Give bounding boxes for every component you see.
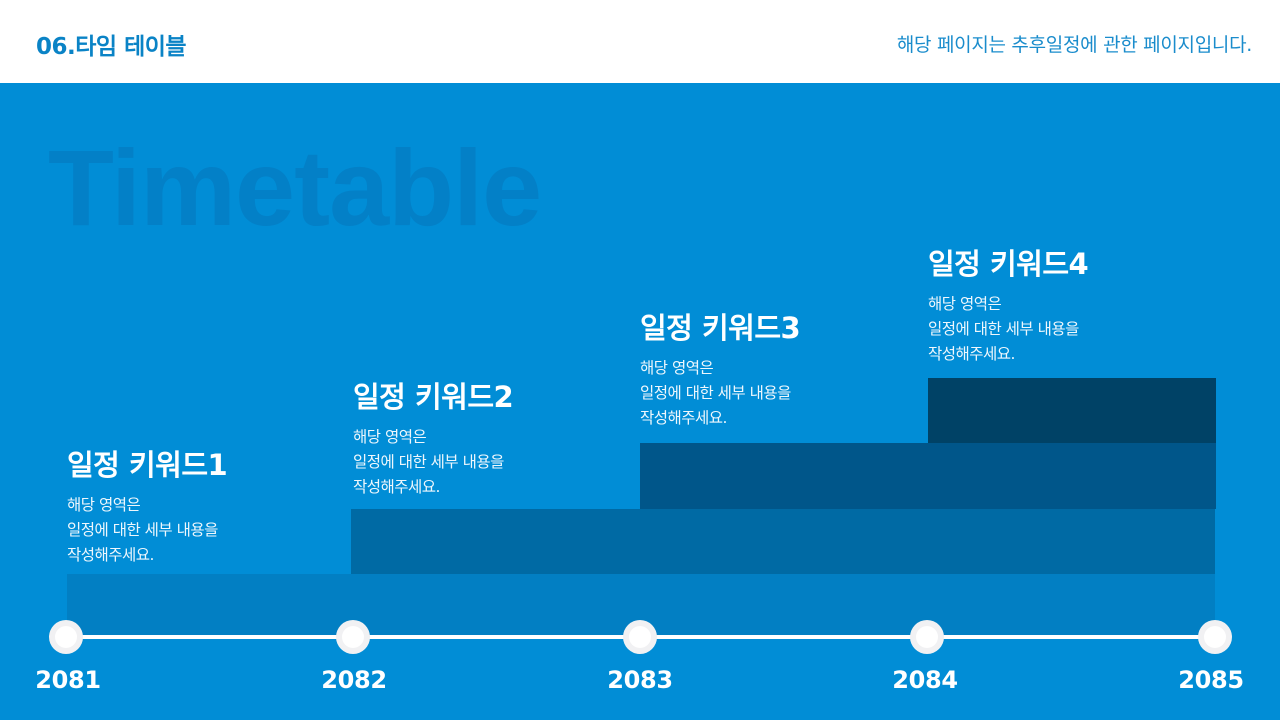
timeline-dot-2082 [336,620,370,654]
year-label: 2084 [892,666,958,694]
page-title: 06.타임 테이블 [36,34,187,60]
timeline-dot-2083 [623,620,657,654]
step-title: 일정 키워드1 [67,448,228,482]
year-label: 2083 [607,666,673,694]
dot-center [629,626,651,648]
timeline-dot-2084 [910,620,944,654]
step-description: 해당 영역은 일정에 대한 세부 내용을 작성해주세요. [67,496,218,564]
step-2: 일정 키워드2 해당 영역은 일정에 대한 세부 내용을 작성해주세요. [353,379,514,500]
step-3: 일정 키워드3 해당 영역은 일정에 대한 세부 내용을 작성해주세요. [640,310,801,431]
year-label: 2085 [1178,666,1244,694]
dot-center [342,626,364,648]
step-description: 해당 영역은 일정에 대한 세부 내용을 작성해주세요. [353,428,504,496]
step-title: 일정 키워드3 [640,311,801,345]
dot-center [916,626,938,648]
step-description: 해당 영역은 일정에 대한 세부 내용을 작성해주세요. [640,359,791,427]
page-subtitle: 해당 페이지는 추후일정에 관한 페이지입니다. [896,34,1252,56]
step-1: 일정 키워드1 해당 영역은 일정에 대한 세부 내용을 작성해주세요. [67,447,228,568]
step-description: 해당 영역은 일정에 대한 세부 내용을 작성해주세요. [928,295,1079,363]
dot-center [55,626,77,648]
step-title: 일정 키워드2 [353,380,514,414]
bar-step-4 [928,378,1216,443]
year-label: 2082 [321,666,387,694]
step-title: 일정 키워드4 [928,247,1089,281]
watermark-text: Timetable [48,127,542,248]
header: 06.타임 테이블 해당 페이지는 추후일정에 관한 페이지입니다. [0,0,1280,83]
dot-center [1204,626,1226,648]
step-4: 일정 키워드4 해당 영역은 일정에 대한 세부 내용을 작성해주세요. [928,246,1089,367]
bar-step-3 [640,443,1216,509]
bar-step-2 [351,509,1215,574]
timeline-dot-2081 [49,620,83,654]
timeline-dot-2085 [1198,620,1232,654]
year-label: 2081 [35,666,101,694]
timetable-area: Timetable 일정 키워드1 해당 영역은 일정에 대한 세부 내용을 작… [0,83,1280,720]
